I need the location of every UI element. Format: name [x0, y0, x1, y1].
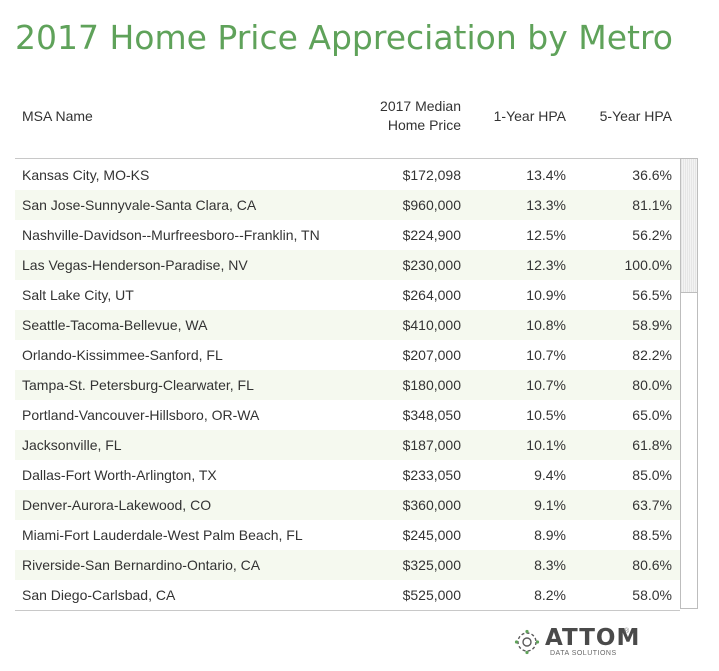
logo-name: ATTOM: [545, 625, 641, 651]
table-row[interactable]: Orlando-Kissimmee-Sanford, FL $207,000 10.…: [15, 340, 680, 370]
table-row[interactable]: Riverside-San Bernardino-Ontario, CA $325…: [15, 550, 680, 580]
vertical-scrollbar[interactable]: [680, 158, 698, 609]
cell-msa-name: Miami-Fort Lauderdale-West Palm Beach, F…: [22, 527, 303, 543]
cell-msa-name: Las Vegas-Henderson-Paradise, NV: [22, 257, 248, 273]
column-header-5yr-hpa[interactable]: 5-Year HPA: [599, 108, 672, 124]
data-table: Kansas City, MO-KS $172,098 13.4% 36.6% San …: [15, 158, 680, 611]
cell-1yr-hpa: 10.7%: [526, 347, 566, 363]
cell-5yr-hpa: 80.6%: [632, 557, 672, 573]
table-row[interactable]: Nashville-Davidson--Murfreesboro--Frankl…: [15, 220, 680, 250]
cell-msa-name: Seattle-Tacoma-Bellevue, WA: [22, 317, 208, 333]
cell-median-price: $233,050: [402, 467, 461, 483]
cell-5yr-hpa: 61.8%: [632, 437, 672, 453]
cell-1yr-hpa: 9.4%: [534, 467, 566, 483]
cell-median-price: $207,000: [402, 347, 461, 363]
logo-registered: ®: [624, 628, 630, 635]
cell-msa-name: Orlando-Kissimmee-Sanford, FL: [22, 347, 223, 363]
cell-1yr-hpa: 10.7%: [526, 377, 566, 393]
cell-5yr-hpa: 88.5%: [632, 527, 672, 543]
attom-logo: ATTOM ® DATA SOLUTIONS: [513, 625, 639, 662]
cell-1yr-hpa: 10.1%: [526, 437, 566, 453]
cell-median-price: $172,098: [402, 167, 461, 183]
table-row[interactable]: Miami-Fort Lauderdale-West Palm Beach, F…: [15, 520, 680, 550]
cell-5yr-hpa: 58.0%: [632, 587, 672, 603]
cell-msa-name: Denver-Aurora-Lakewood, CO: [22, 497, 212, 513]
cell-5yr-hpa: 63.7%: [632, 497, 672, 513]
table-row[interactable]: Jacksonville, FL $187,000 10.1% 61.8%: [15, 430, 680, 460]
cell-msa-name: Dallas-Fort Worth-Arlington, TX: [22, 467, 217, 483]
column-header-1yr-hpa[interactable]: 1-Year HPA: [493, 108, 566, 124]
table-row[interactable]: Dallas-Fort Worth-Arlington, TX $233,050 9…: [15, 460, 680, 490]
cell-1yr-hpa: 12.3%: [526, 257, 566, 273]
table-row[interactable]: Kansas City, MO-KS $172,098 13.4% 36.6%: [15, 160, 680, 190]
cell-msa-name: Nashville-Davidson--Murfreesboro--Frankl…: [22, 227, 320, 243]
cell-median-price: $187,000: [402, 437, 461, 453]
table-row[interactable]: Denver-Aurora-Lakewood, CO $360,000 9.1% 63…: [15, 490, 680, 520]
table-header: MSA Name 2017 Median Home Price 1-Year H…: [15, 92, 680, 152]
column-header-median-price-line2: Home Price: [387, 117, 461, 133]
cell-1yr-hpa: 10.5%: [526, 407, 566, 423]
scrollbar-thumb[interactable]: [681, 159, 697, 293]
column-header-msa-name[interactable]: MSA Name: [22, 108, 93, 124]
page-title: 2017 Home Price Appreciation by Metro: [15, 18, 673, 57]
cell-msa-name: San Diego-Carlsbad, CA: [22, 587, 176, 603]
table-row[interactable]: Las Vegas-Henderson-Paradise, NV $230,000…: [15, 250, 680, 280]
cell-5yr-hpa: 56.2%: [632, 227, 672, 243]
table-row[interactable]: San Diego-Carlsbad, CA $525,000 8.2% 58.0%: [15, 580, 680, 610]
cell-5yr-hpa: 80.0%: [632, 377, 672, 393]
cell-1yr-hpa: 13.3%: [526, 197, 566, 213]
table-row[interactable]: Salt Lake City, UT $264,000 10.9% 56.5%: [15, 280, 680, 310]
column-header-median-price-line1: 2017 Median: [380, 98, 461, 114]
table-row[interactable]: San Jose-Sunnyvale-Santa Clara, CA $960,0…: [15, 190, 680, 220]
cell-5yr-hpa: 56.5%: [632, 287, 672, 303]
cell-5yr-hpa: 65.0%: [632, 407, 672, 423]
logo-subtitle: DATA SOLUTIONS: [550, 650, 617, 657]
cell-median-price: $224,900: [402, 227, 461, 243]
cell-median-price: $230,000: [402, 257, 461, 273]
table-row[interactable]: Portland-Vancouver-Hillsboro, OR-WA $348,…: [15, 400, 680, 430]
cell-msa-name: Portland-Vancouver-Hillsboro, OR-WA: [22, 407, 260, 423]
cell-median-price: $525,000: [402, 587, 461, 603]
cell-1yr-hpa: 10.9%: [526, 287, 566, 303]
cell-median-price: $325,000: [402, 557, 461, 573]
cell-5yr-hpa: 82.2%: [632, 347, 672, 363]
cell-1yr-hpa: 8.3%: [534, 557, 566, 573]
cell-5yr-hpa: 85.0%: [632, 467, 672, 483]
cell-msa-name: Tampa-St. Petersburg-Clearwater, FL: [22, 377, 254, 393]
cell-5yr-hpa: 36.6%: [632, 167, 672, 183]
cell-1yr-hpa: 8.9%: [534, 527, 566, 543]
table-row[interactable]: Tampa-St. Petersburg-Clearwater, FL $180,…: [15, 370, 680, 400]
cell-5yr-hpa: 81.1%: [632, 197, 672, 213]
cell-msa-name: Jacksonville, FL: [22, 437, 122, 453]
column-header-median-price[interactable]: 2017 Median Home Price: [341, 97, 461, 135]
cell-1yr-hpa: 9.1%: [534, 497, 566, 513]
cell-msa-name: Kansas City, MO-KS: [22, 167, 150, 183]
cell-median-price: $348,050: [402, 407, 461, 423]
cell-5yr-hpa: 58.9%: [632, 317, 672, 333]
cell-msa-name: Salt Lake City, UT: [22, 287, 134, 303]
cell-median-price: $960,000: [402, 197, 461, 213]
cell-1yr-hpa: 8.2%: [534, 587, 566, 603]
cell-median-price: $180,000: [402, 377, 461, 393]
cell-msa-name: Riverside-San Bernardino-Ontario, CA: [22, 557, 261, 573]
cell-msa-name: San Jose-Sunnyvale-Santa Clara, CA: [22, 197, 257, 213]
cell-1yr-hpa: 13.4%: [526, 167, 566, 183]
cell-median-price: $245,000: [402, 527, 461, 543]
cell-1yr-hpa: 12.5%: [526, 227, 566, 243]
cell-median-price: $360,000: [402, 497, 461, 513]
cell-median-price: $410,000: [402, 317, 461, 333]
attom-logo-icon: [514, 629, 540, 655]
cell-5yr-hpa: 100.0%: [624, 257, 672, 273]
cell-1yr-hpa: 10.8%: [526, 317, 566, 333]
table-row[interactable]: Seattle-Tacoma-Bellevue, WA $410,000 10.8%…: [15, 310, 680, 340]
cell-median-price: $264,000: [402, 287, 461, 303]
